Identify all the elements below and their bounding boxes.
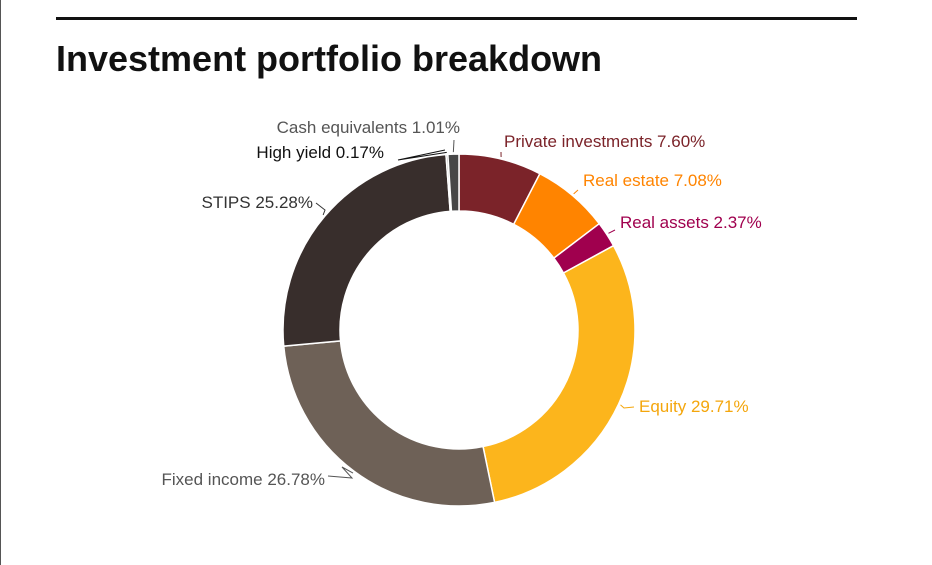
chart-title: Investment portfolio breakdown: [56, 38, 603, 79]
leader-real-assets: [608, 229, 616, 234]
leader-fixed-income: [327, 466, 354, 479]
leader-equity: [620, 404, 635, 409]
label-equity: Equity 29.71%: [639, 397, 749, 416]
label-stips: STIPS 25.28%: [201, 193, 313, 212]
leader-real-estate: [573, 189, 579, 195]
label-private-investments: Private investments 7.60%: [504, 132, 705, 151]
slice-labels: Private investments 7.60% Real estate 7.0…: [162, 118, 762, 489]
slice-stips: [282, 153, 451, 347]
label-real-estate: Real estate 7.08%: [583, 171, 722, 190]
label-real-assets: Real assets 2.37%: [620, 213, 762, 232]
leader-stips: [315, 202, 326, 216]
leader-high-yield: [397, 149, 447, 161]
label-leaders: [315, 139, 635, 479]
donut-slices: [282, 153, 636, 507]
leader-cash-equivalents: [452, 139, 455, 153]
slice-equity: [482, 244, 636, 504]
slice-cash-equivalents: [447, 153, 460, 213]
label-cash-equivalents: Cash equivalents 1.01%: [277, 118, 460, 137]
label-high-yield: High yield 0.17%: [256, 143, 384, 162]
top-rule: [56, 17, 857, 20]
label-fixed-income: Fixed income 26.78%: [162, 470, 325, 489]
